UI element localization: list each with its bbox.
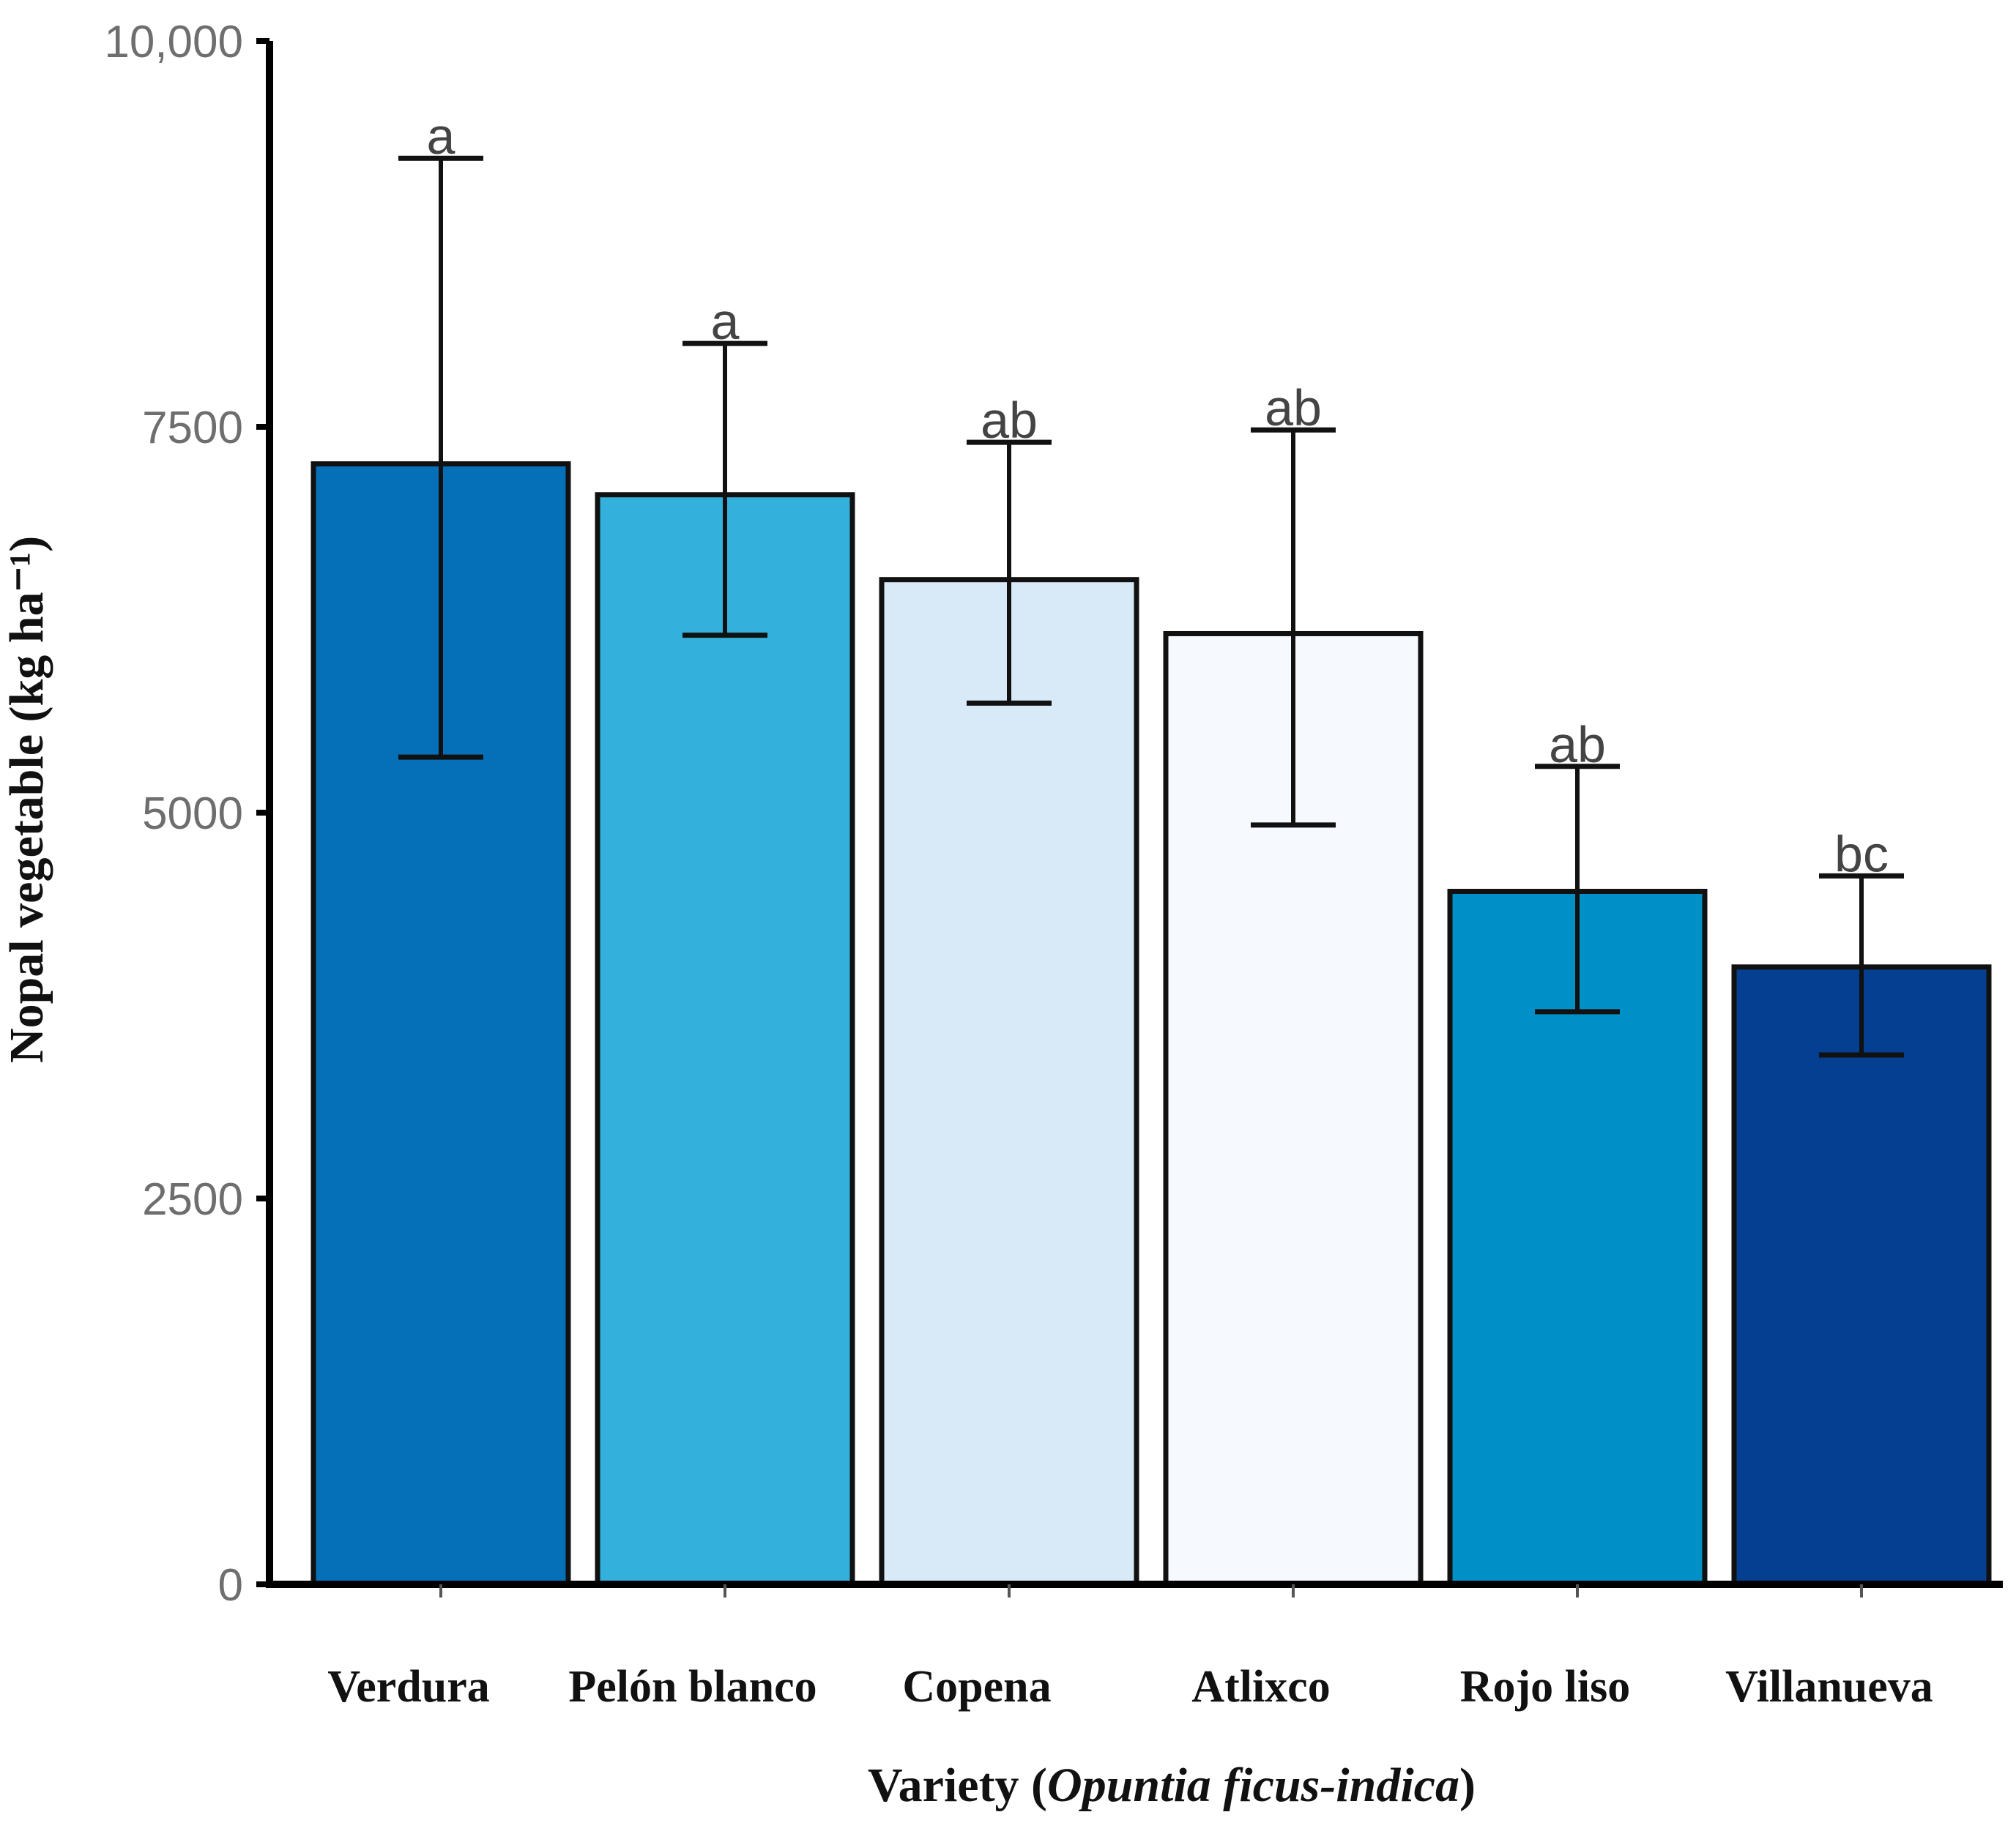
x-category-label-1: Pelón blanco <box>568 1662 817 1712</box>
x-category-label-2: Copena <box>902 1662 1051 1712</box>
x-axis-title-suffix: ) <box>1459 1759 1476 1812</box>
bar-1 <box>595 492 855 1587</box>
x-category-label-0: Verdura <box>327 1662 490 1712</box>
y-tick-label-1: 2500 <box>142 1174 243 1225</box>
bar-5 <box>1731 964 1992 1587</box>
x-category-label-3: Atlixco <box>1191 1662 1330 1712</box>
significance-label-3: ab <box>1265 379 1322 436</box>
y-tick-label-2: 5000 <box>142 789 243 839</box>
bar-2 <box>879 577 1139 1587</box>
y-axis-title: Nopal vegetable (kg ha⁻¹) <box>0 536 53 1063</box>
y-tick-label-4: 10,000 <box>104 17 243 67</box>
error-bars-layer <box>398 155 1904 1058</box>
y-tick-label-0: 0 <box>218 1560 243 1611</box>
significance-label-0: a <box>427 108 455 165</box>
significance-label-5: bc <box>1834 825 1889 882</box>
x-axis-title-italic: Opuntia ficus-indica <box>1047 1759 1459 1812</box>
labels-layer: a a ab ab ab bc 0 2500 5000 7500 10,000 Verdura Peló… <box>104 17 1933 1712</box>
y-tick-label-3: 7500 <box>142 403 243 453</box>
x-axis-title-prefix: Variety ( <box>868 1759 1047 1812</box>
bars-layer <box>310 461 1992 1587</box>
significance-label-4: ab <box>1549 716 1606 773</box>
x-axis-title: Variety (Opuntia ficus-indica) <box>868 1759 1476 1812</box>
axes-layer <box>256 38 2003 1598</box>
significance-label-2: ab <box>981 392 1038 449</box>
x-category-label-4: Rojo liso <box>1460 1662 1631 1712</box>
significance-label-1: a <box>711 293 740 350</box>
x-category-label-5: Villanueva <box>1725 1662 1933 1712</box>
